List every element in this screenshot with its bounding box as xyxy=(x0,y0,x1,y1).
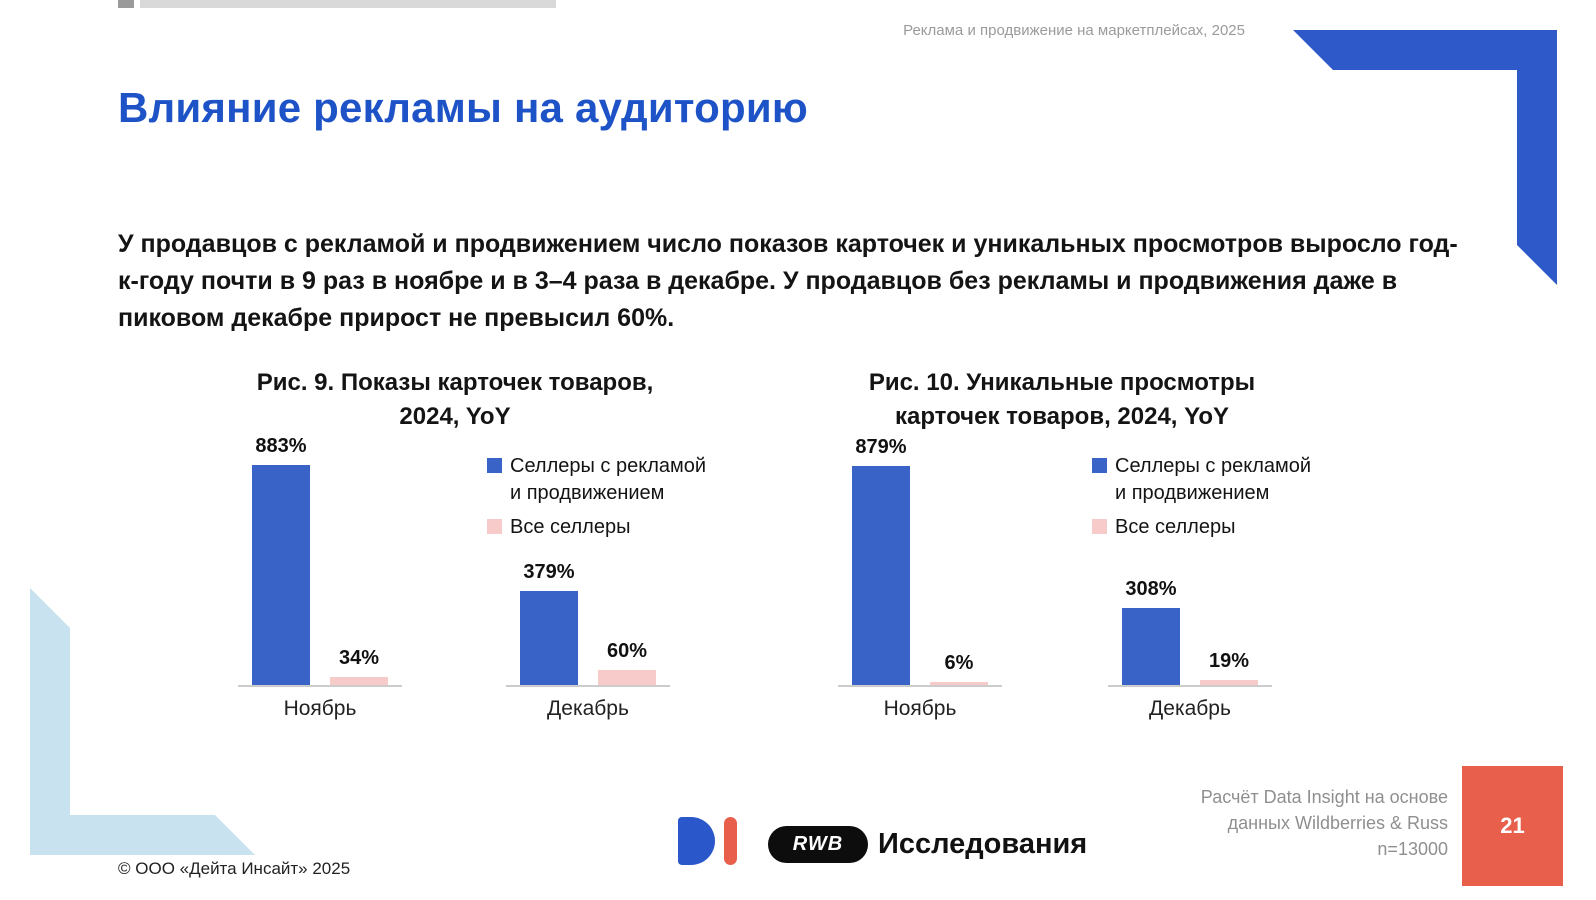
bar-value-label: 879% xyxy=(855,436,907,458)
legend-swatch xyxy=(487,519,502,534)
source-line: n=13000 xyxy=(1377,839,1448,859)
bar-promo-sellers xyxy=(520,591,578,685)
di-logo-red-bar xyxy=(724,817,737,865)
source-line: Расчёт Data Insight на основе xyxy=(1200,787,1448,807)
legend-swatch xyxy=(487,458,502,473)
chart-legend: Селлеры с рекламой и продвижением Все сел… xyxy=(487,453,719,548)
legend-label: Все селлеры xyxy=(510,516,631,538)
top-strip-accent xyxy=(118,0,134,8)
copyright: © ООО «Дейта Инсайт» 2025 xyxy=(118,859,351,878)
legend-label: Селлеры с рекламой и продвижением xyxy=(1115,455,1312,504)
slide-paragraph: У продавцов с рекламой и продвижением чи… xyxy=(118,230,1458,332)
rwb-logo: RWB xyxy=(768,826,868,863)
legend-item: Селлеры с рекламой и продвижением xyxy=(1092,453,1324,507)
di-logo-blue-shape xyxy=(678,817,715,865)
legend-item: Все селлеры xyxy=(487,514,719,541)
axis-baseline xyxy=(838,685,1002,687)
category-label: Ноябрь xyxy=(883,697,957,720)
bar-value-label: 6% xyxy=(944,652,974,674)
report-header-note: Реклама и продвижение на маркетплейсах, … xyxy=(903,22,1245,39)
legend-item: Все селлеры xyxy=(1092,514,1324,541)
axis-baseline xyxy=(506,685,670,687)
category-label: Декабрь xyxy=(1149,697,1231,720)
chart-title: Рис. 9. Показы карточек товаров, 2024, Yo… xyxy=(256,369,654,430)
bar-all-sellers xyxy=(1200,680,1258,685)
legend-label: Все селлеры xyxy=(1115,516,1236,538)
bar-all-sellers xyxy=(930,682,988,685)
legend-item: Селлеры с рекламой и продвижением xyxy=(487,453,719,507)
bar-value-label: 308% xyxy=(1125,578,1177,600)
bar-value-label: 883% xyxy=(255,435,307,457)
top-strip xyxy=(140,0,556,8)
legend-swatch xyxy=(1092,458,1107,473)
chart-title: Рис. 10. Уникальные просмотры карточек то… xyxy=(868,369,1256,430)
source-note: Расчёт Data Insight на основе данных Wil… xyxy=(1098,784,1448,862)
category-label: Ноябрь xyxy=(283,697,357,720)
research-brand-text: Исследования xyxy=(878,828,1088,860)
chart-legend: Селлеры с рекламой и продвижением Все сел… xyxy=(1092,453,1324,548)
data-insight-logo xyxy=(678,817,740,865)
bar-all-sellers xyxy=(598,670,656,685)
bar-promo-sellers xyxy=(1122,608,1180,685)
axis-baseline xyxy=(1108,685,1272,687)
axis-baseline xyxy=(238,685,402,687)
source-line: данных Wildberries & Russ xyxy=(1227,813,1448,833)
rwb-logo-text: RWB xyxy=(792,833,844,855)
bar-value-label: 60% xyxy=(606,640,648,662)
bar-promo-sellers xyxy=(252,465,310,685)
page-number: 21 xyxy=(1500,813,1525,838)
legend-label: Селлеры с рекламой и продвижением xyxy=(510,455,707,504)
slide-title: Влияние рекламы на аудиторию xyxy=(118,84,808,131)
bar-value-label: 379% xyxy=(523,561,575,583)
bar-value-label: 34% xyxy=(338,647,380,669)
bar-promo-sellers xyxy=(852,466,910,685)
category-label: Декабрь xyxy=(547,697,629,720)
legend-swatch xyxy=(1092,519,1107,534)
bar-value-label: 19% xyxy=(1208,650,1250,672)
page-number-box: 21 xyxy=(1462,766,1563,886)
bar-all-sellers xyxy=(330,677,388,685)
